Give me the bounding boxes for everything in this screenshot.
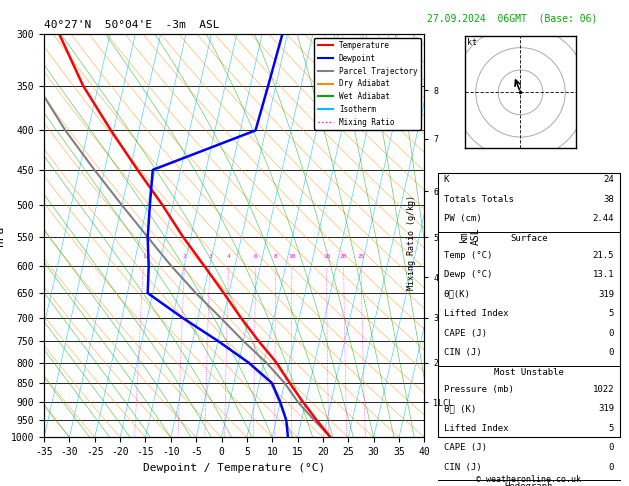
Text: Pressure (mb): Pressure (mb) — [444, 384, 514, 394]
Text: 25: 25 — [357, 254, 365, 259]
Text: 1: 1 — [142, 254, 145, 259]
Text: CIN (J): CIN (J) — [444, 463, 481, 472]
Text: 5: 5 — [609, 424, 614, 433]
Text: 5: 5 — [609, 309, 614, 318]
Text: Lifted Index: Lifted Index — [444, 309, 508, 318]
Text: 1022: 1022 — [593, 384, 614, 394]
Text: 0: 0 — [609, 329, 614, 338]
Text: 21.5: 21.5 — [593, 250, 614, 260]
Text: 27.09.2024  06GMT  (Base: 06): 27.09.2024 06GMT (Base: 06) — [428, 14, 598, 24]
Text: Dewp (°C): Dewp (°C) — [444, 270, 493, 279]
Text: CIN (J): CIN (J) — [444, 348, 481, 357]
Y-axis label: km
ASL: km ASL — [459, 227, 481, 244]
Text: 0: 0 — [609, 463, 614, 472]
Bar — [438, 173, 620, 437]
Text: Temp (°C): Temp (°C) — [444, 250, 493, 260]
Text: 0: 0 — [609, 443, 614, 452]
Text: Most Unstable: Most Unstable — [494, 368, 564, 377]
Text: Surface: Surface — [510, 234, 548, 243]
Text: K: K — [444, 175, 449, 184]
Text: 3: 3 — [208, 254, 212, 259]
Text: CAPE (J): CAPE (J) — [444, 329, 487, 338]
Text: 319: 319 — [598, 404, 614, 413]
Text: 24: 24 — [603, 175, 614, 184]
Text: kt: kt — [467, 38, 477, 48]
Text: Hodograph: Hodograph — [505, 483, 553, 486]
Text: Mixing Ratio (g/kg): Mixing Ratio (g/kg) — [408, 195, 416, 291]
X-axis label: Dewpoint / Temperature (°C): Dewpoint / Temperature (°C) — [143, 463, 325, 473]
Text: © weatheronline.co.uk: © weatheronline.co.uk — [476, 475, 581, 484]
Text: 0: 0 — [609, 348, 614, 357]
Text: 10: 10 — [288, 254, 296, 259]
Text: 40°27'N  50°04'E  -3m  ASL: 40°27'N 50°04'E -3m ASL — [44, 20, 220, 31]
Text: 13.1: 13.1 — [593, 270, 614, 279]
Y-axis label: hPa: hPa — [0, 226, 5, 246]
Text: 8: 8 — [274, 254, 278, 259]
Text: 4: 4 — [227, 254, 231, 259]
Text: 2: 2 — [183, 254, 187, 259]
Text: 16: 16 — [323, 254, 330, 259]
Text: 20: 20 — [340, 254, 347, 259]
Text: 2.44: 2.44 — [593, 214, 614, 224]
Text: CAPE (J): CAPE (J) — [444, 443, 487, 452]
Text: PW (cm): PW (cm) — [444, 214, 481, 224]
Text: 319: 319 — [598, 290, 614, 299]
Text: Totals Totals: Totals Totals — [444, 195, 514, 204]
Text: 6: 6 — [254, 254, 258, 259]
Text: 38: 38 — [603, 195, 614, 204]
Text: Lifted Index: Lifted Index — [444, 424, 508, 433]
Legend: Temperature, Dewpoint, Parcel Trajectory, Dry Adiabat, Wet Adiabat, Isotherm, Mi: Temperature, Dewpoint, Parcel Trajectory… — [314, 38, 421, 130]
Text: θᴇ(K): θᴇ(K) — [444, 290, 470, 299]
Text: θᴇ (K): θᴇ (K) — [444, 404, 476, 413]
